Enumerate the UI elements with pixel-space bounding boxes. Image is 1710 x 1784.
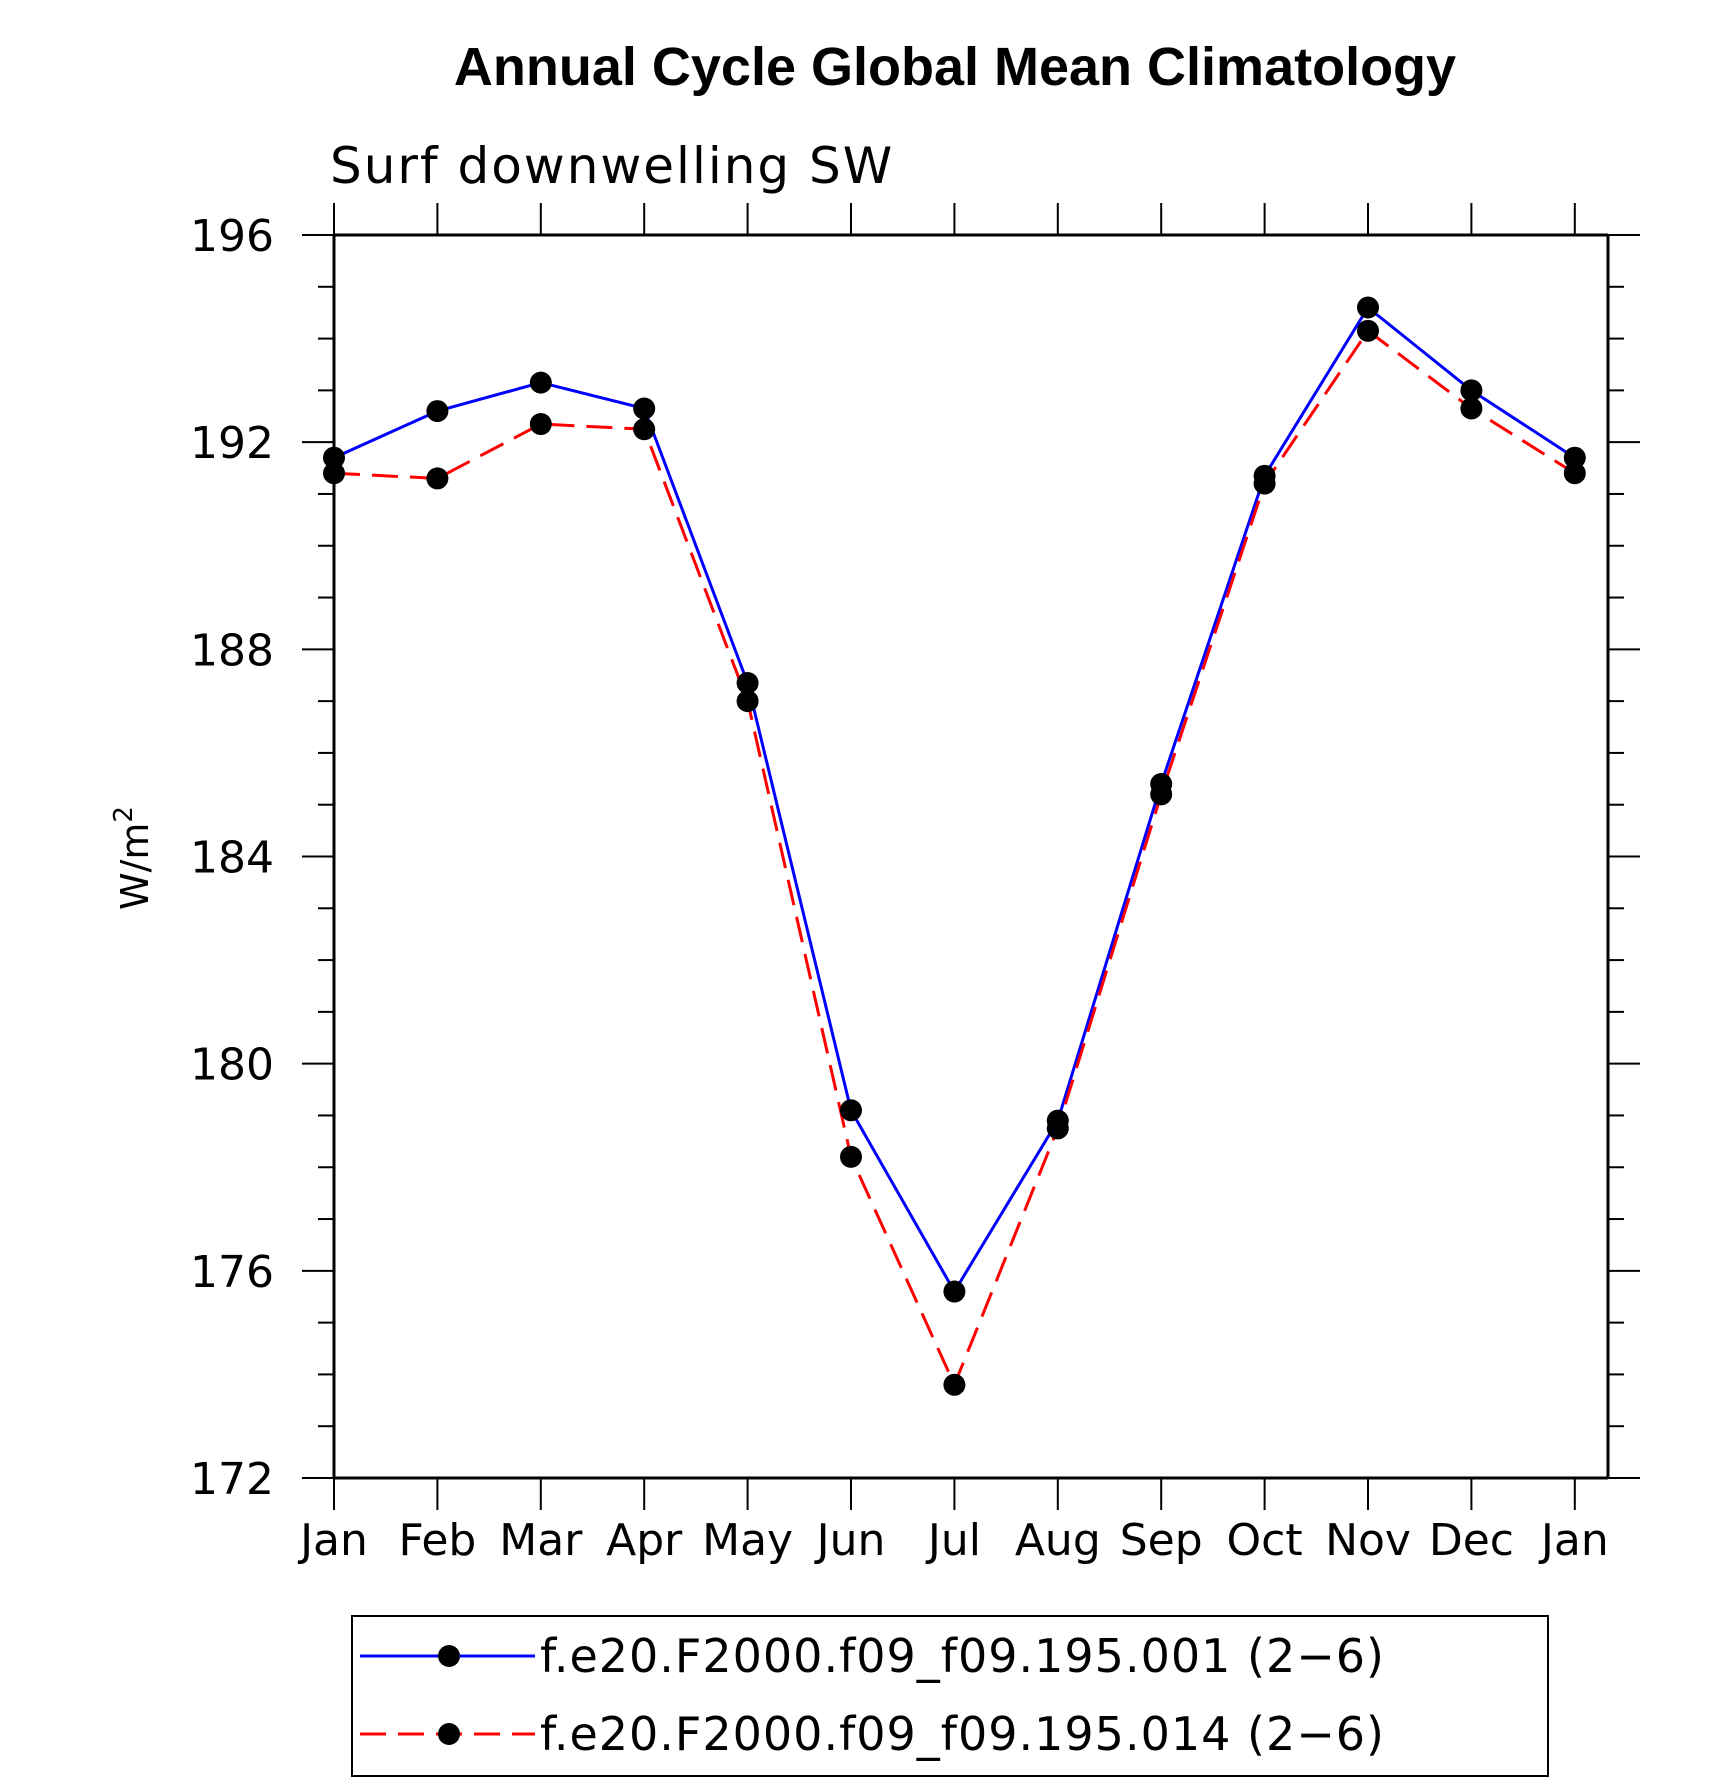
chart-subtitle: Surf downwelling SW — [330, 137, 894, 195]
series-0-point-5 — [840, 1099, 862, 1122]
x-tick-label-aug: Aug — [1015, 1515, 1101, 1566]
y-tick-label: 192 — [190, 418, 274, 469]
axis-tick-labels: 172 176 180 184 188 192 196 Jan Feb Mar Apr May Jun J… — [190, 211, 1609, 1566]
legend-swatch-marker-1 — [438, 1723, 460, 1745]
x-tick-label-apr: Apr — [606, 1515, 683, 1566]
series-1-point-11 — [1460, 397, 1483, 420]
series-0-point-10 — [1357, 296, 1379, 319]
series-0-point-4 — [736, 671, 759, 694]
series-layer — [323, 296, 1586, 1396]
legend-label-1: f.e20.F2000.f09_f09.195.014 (2−6) — [540, 1707, 1385, 1761]
series-0-point-2 — [529, 371, 552, 394]
series-1-point-12 — [1563, 462, 1586, 485]
series-1-point-10 — [1357, 319, 1379, 342]
series-0-point-3 — [633, 397, 656, 420]
series-1-point-5 — [840, 1145, 862, 1168]
series-line-0 — [333, 306, 1576, 1294]
x-tick-label-dec: Dec — [1429, 1515, 1514, 1566]
x-tick-label-jan: Jan — [1538, 1515, 1609, 1566]
x-tick-label-may: May — [702, 1515, 793, 1566]
y-tick-label: 184 — [190, 833, 274, 884]
y-tick-label: 176 — [190, 1247, 274, 1298]
series-1-point-2 — [529, 413, 552, 436]
legend: f.e20.F2000.f09_f09.195.001 (2−6) f.e20.… — [351, 1615, 1549, 1777]
series-0-point-6 — [943, 1280, 966, 1303]
y-axis-label-text: W/m — [113, 823, 157, 910]
axis-ticks — [302, 203, 1640, 1510]
series-1-point-4 — [736, 690, 759, 713]
series-1-point-6 — [943, 1373, 966, 1396]
series-1-point-9 — [1253, 472, 1276, 495]
x-tick-label-jan: Jan — [297, 1515, 368, 1566]
legend-box — [351, 1615, 1549, 1777]
series-1-point-7 — [1046, 1117, 1069, 1140]
x-tick-label-jun: Jun — [814, 1515, 886, 1566]
y-tick-label: 180 — [190, 1040, 274, 1091]
x-tick-label-feb: Feb — [398, 1515, 476, 1566]
series-0-point-12 — [1563, 446, 1586, 469]
series-1-point-0 — [323, 462, 345, 485]
series-0-point-11 — [1460, 379, 1483, 402]
series-0-point-0 — [323, 446, 345, 469]
x-tick-label-sep: Sep — [1120, 1515, 1203, 1566]
series-1-point-1 — [426, 467, 449, 490]
y-tick-label: 172 — [190, 1454, 274, 1505]
y-tick-label: 196 — [190, 211, 274, 262]
x-tick-label-jul: Jul — [925, 1515, 981, 1566]
x-tick-label-nov: Nov — [1325, 1515, 1411, 1566]
x-tick-label-mar: Mar — [499, 1515, 583, 1566]
y-tick-label: 188 — [190, 625, 274, 676]
chart-title: Annual Cycle Global Mean Climatology — [454, 37, 1456, 97]
plot-axes — [332, 233, 1610, 1480]
x-tick-label-oct: Oct — [1227, 1515, 1303, 1566]
series-1-point-8 — [1150, 783, 1173, 806]
y-axis-label: W/m2 — [109, 806, 157, 910]
y-axis-label-superscript: 2 — [109, 806, 139, 823]
series-line-1 — [333, 329, 1576, 1387]
legend-label-0: f.e20.F2000.f09_f09.195.001 (2−6) — [540, 1629, 1385, 1683]
legend-swatch-marker-0 — [438, 1645, 460, 1667]
series-0-point-1 — [426, 400, 449, 423]
series-1-point-3 — [633, 418, 656, 441]
